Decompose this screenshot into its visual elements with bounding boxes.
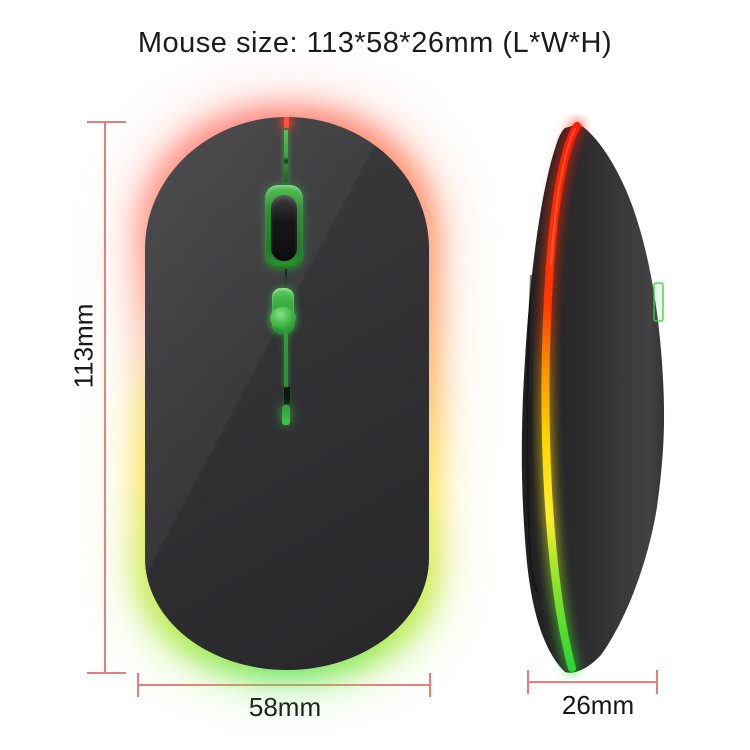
led-strip-upper <box>284 130 288 182</box>
mouse-top-view <box>129 101 445 686</box>
led-strip-lower <box>284 333 288 387</box>
product-title: Mouse size: 113*58*26mm (L*W*H) <box>137 27 613 59</box>
led-stripe-highlight <box>550 128 576 266</box>
led-stripe <box>541 122 581 672</box>
dimension-label-length: 113mm <box>68 303 99 389</box>
dimension-cap-left2 <box>527 670 529 694</box>
dimension-cap-bottom <box>87 672 126 674</box>
dimension-line-height <box>528 681 658 683</box>
led-strip-middle <box>285 269 287 289</box>
dpi-button-cap <box>270 307 296 329</box>
dimension-label-height: 26mm <box>561 690 635 720</box>
dimension-cap-top <box>87 121 126 123</box>
mouse-body-top <box>145 117 429 670</box>
mouse-side-view <box>521 118 665 676</box>
dimension-label-width: 58mm <box>248 692 322 722</box>
led-strip-tip <box>282 405 290 425</box>
dimension-cap-left <box>137 673 139 697</box>
dimension-line-width <box>138 684 430 686</box>
side-button-outline <box>653 282 664 322</box>
scroll-wheel <box>271 195 297 261</box>
dimension-line-length <box>104 122 106 673</box>
led-strip-gap <box>283 387 291 404</box>
dimension-cap-right <box>429 673 431 697</box>
dimension-cap-right2 <box>656 670 658 694</box>
base-seam <box>526 274 539 594</box>
led-red-tip <box>284 117 289 128</box>
